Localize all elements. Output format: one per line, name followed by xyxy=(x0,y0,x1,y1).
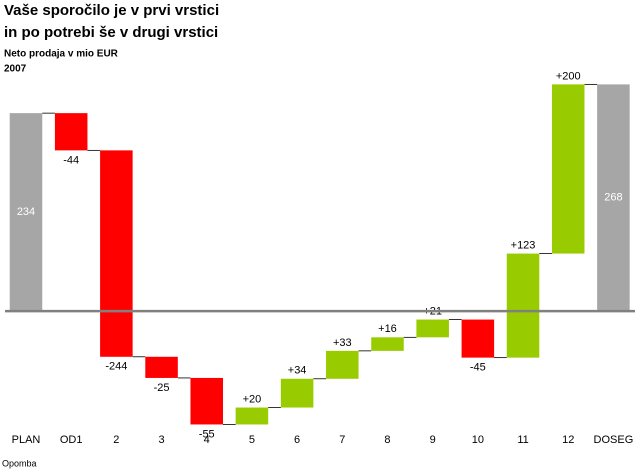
bar xyxy=(371,337,404,351)
bar xyxy=(326,350,359,379)
x-tick-label: DOSEG xyxy=(594,434,634,446)
note: Opomba xyxy=(2,458,37,468)
data-label: 268 xyxy=(604,192,622,204)
bar xyxy=(551,84,585,254)
data-label: +123 xyxy=(511,239,536,251)
x-tick-label: PLAN xyxy=(12,434,41,446)
x-tick-label: 9 xyxy=(430,434,436,446)
x-tick-label: 4 xyxy=(204,434,210,446)
data-label: -44 xyxy=(63,154,79,166)
x-tick-label: 6 xyxy=(294,434,300,446)
x-tick-label: 5 xyxy=(249,434,255,446)
data-label: -25 xyxy=(154,382,170,394)
data-label: -45 xyxy=(470,362,486,374)
x-tick-label: 3 xyxy=(158,434,164,446)
x-tick-label: OD1 xyxy=(60,434,83,446)
x-tick-label: 10 xyxy=(472,434,484,446)
x-tick-label: 7 xyxy=(339,434,345,446)
data-label: 234 xyxy=(17,206,35,218)
chart-title: Vaše sporočilo je v prvi vrstici xyxy=(4,2,219,19)
data-label: +34 xyxy=(288,365,307,377)
data-label: +200 xyxy=(556,70,581,82)
bar xyxy=(461,319,495,358)
bar xyxy=(100,150,133,357)
bar xyxy=(597,84,630,312)
data-label: +20 xyxy=(243,393,262,405)
data-label: -244 xyxy=(105,361,127,373)
x-tick-label: 12 xyxy=(562,434,574,446)
bar xyxy=(9,113,43,312)
bar xyxy=(145,356,178,378)
x-tick-label: 2 xyxy=(113,434,119,446)
bar xyxy=(506,253,540,358)
chart-title-line2: in po potrebi še v drugi vrstici xyxy=(4,24,218,41)
chart-year: 2007 xyxy=(4,64,27,75)
x-tick-label: 8 xyxy=(384,434,390,446)
bar xyxy=(280,378,314,408)
bar xyxy=(190,377,224,425)
chart-subtitle: Neto prodaja v mio EUR xyxy=(4,49,119,60)
data-label: -55 xyxy=(199,428,215,440)
x-tick-label: 11 xyxy=(517,434,528,446)
data-label: +33 xyxy=(333,337,352,349)
data-label: +16 xyxy=(378,323,397,335)
bar xyxy=(416,319,449,338)
bar xyxy=(54,113,88,151)
bar xyxy=(235,407,269,425)
